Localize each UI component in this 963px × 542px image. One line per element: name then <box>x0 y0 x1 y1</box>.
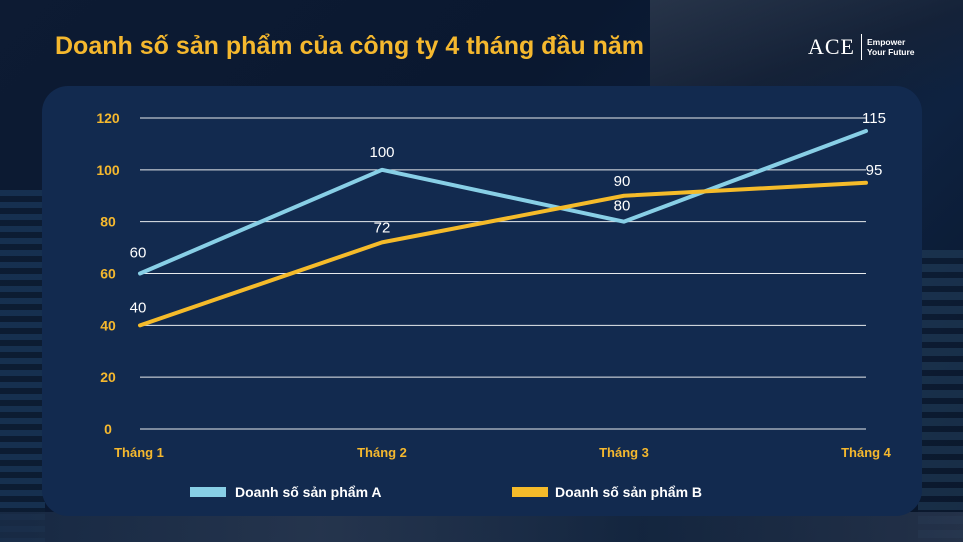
data-label-a-4: 115 <box>862 110 886 127</box>
series-line-a <box>138 128 868 276</box>
legend-swatch-a <box>190 487 226 497</box>
x-tick-label-2: Tháng 2 <box>357 445 407 460</box>
logo-tagline: Empower Your Future <box>862 37 915 57</box>
data-label-b-2: 72 <box>374 219 391 236</box>
data-label-a-3: 80 <box>614 198 631 215</box>
logo-mark: ACE <box>808 34 862 60</box>
y-tick-label-120: 120 <box>96 110 120 126</box>
chart-panel <box>42 86 922 516</box>
logo-tag-line1: Empower <box>867 37 906 47</box>
y-tick-label-60: 60 <box>100 266 116 282</box>
data-label-b-1: 40 <box>130 299 147 316</box>
y-tick-label-40: 40 <box>100 317 116 333</box>
series-line-b <box>138 180 868 328</box>
logo-tag-line2: Your Future <box>867 47 915 57</box>
background-city-left <box>0 190 45 542</box>
x-tick-label-3: Tháng 3 <box>599 445 649 460</box>
y-tick-label-80: 80 <box>100 214 116 230</box>
legend-swatch-b <box>512 487 548 497</box>
data-label-a-2: 100 <box>369 144 394 161</box>
legend-label-a: Doanh số sản phẩm A <box>235 484 382 500</box>
background-bridge <box>650 0 963 90</box>
background-skyline-bottom <box>0 512 963 542</box>
chart-title: Doanh số sản phẩm của công ty 4 tháng đầ… <box>55 32 644 60</box>
y-tick-label-0: 0 <box>104 421 112 437</box>
x-tick-label-4: Tháng 4 <box>841 445 892 460</box>
data-label-b-3: 90 <box>614 173 631 190</box>
data-label-b-4: 95 <box>866 162 883 179</box>
background-city-right <box>918 250 963 542</box>
y-tick-label-20: 20 <box>100 369 116 385</box>
y-tick-label-100: 100 <box>96 162 120 178</box>
ace-logo: ACE Empower Your Future <box>808 34 915 60</box>
legend-label-b: Doanh số sản phẩm B <box>555 484 702 500</box>
data-label-a-1: 60 <box>130 245 147 262</box>
x-tick-label-1: Tháng 1 <box>114 445 164 460</box>
